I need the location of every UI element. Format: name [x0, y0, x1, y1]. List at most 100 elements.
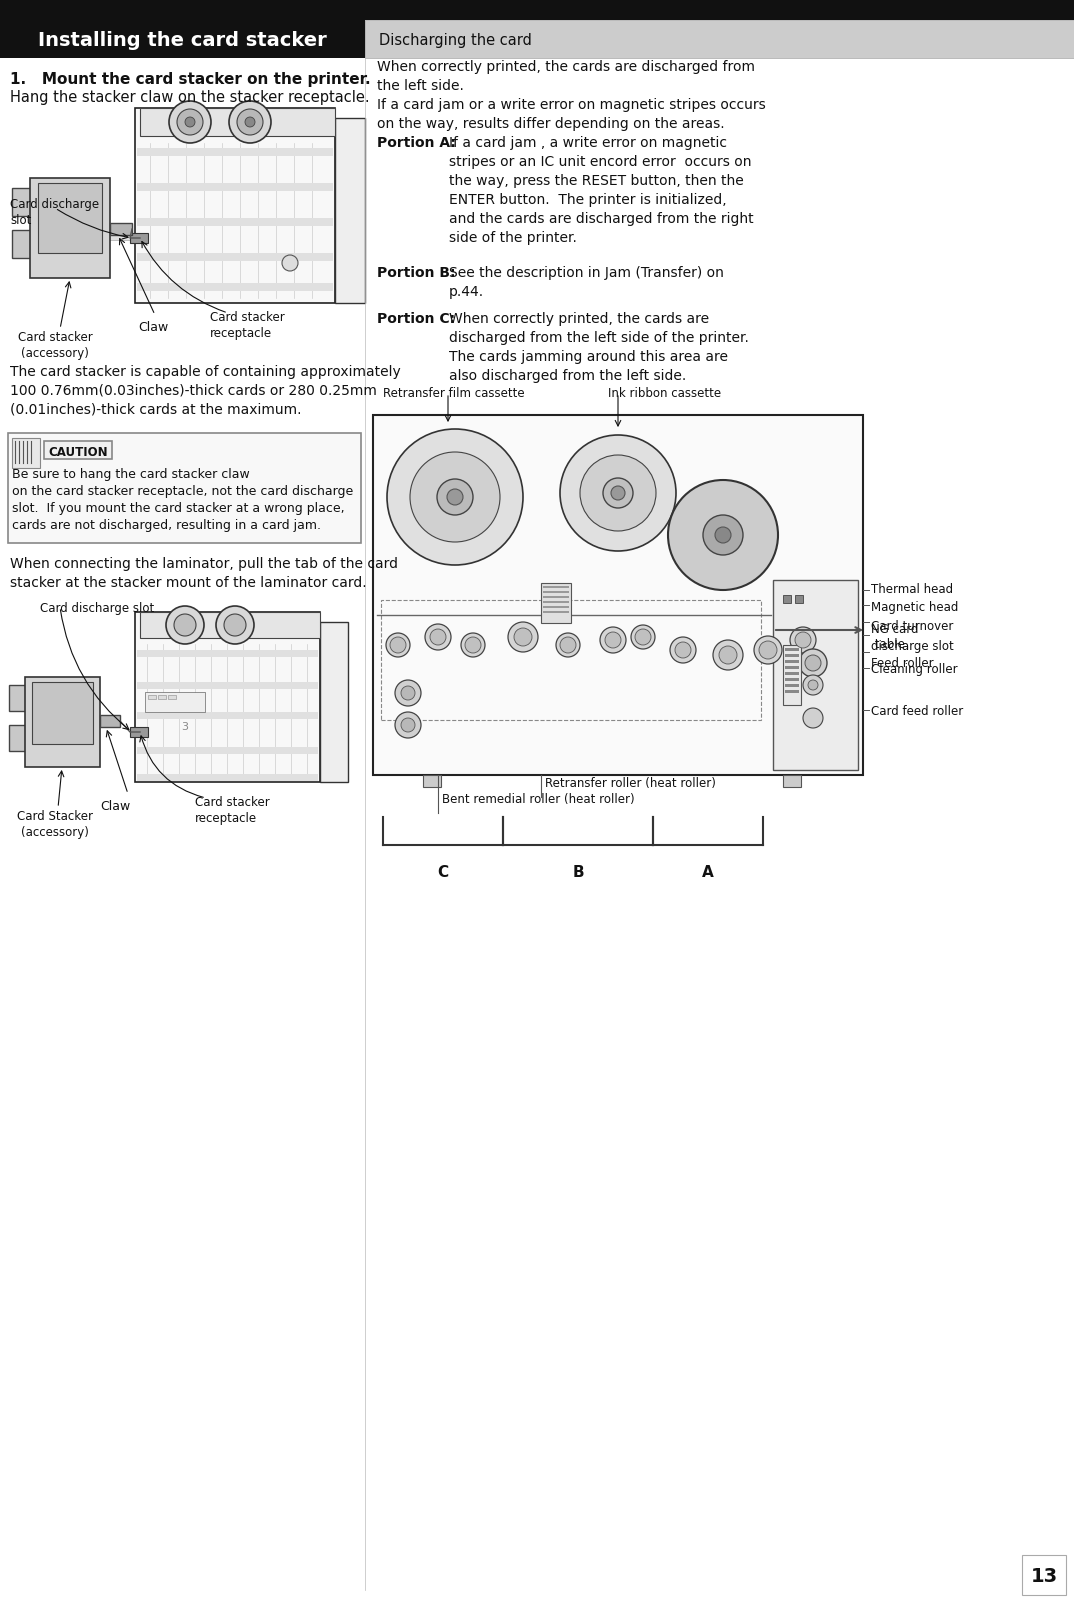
Circle shape	[401, 718, 415, 733]
Bar	[32, 682, 93, 744]
Bar	[140, 109, 335, 136]
Bar	[373, 414, 863, 774]
Bar	[168, 694, 176, 699]
Text: Portion B:: Portion B:	[377, 266, 455, 280]
Text: Card stacker
(accessory): Card stacker (accessory)	[17, 331, 92, 360]
Circle shape	[237, 109, 263, 134]
Circle shape	[635, 629, 651, 645]
Text: Retransfer film cassette: Retransfer film cassette	[383, 387, 524, 400]
Text: Installing the card stacker: Installing the card stacker	[38, 32, 326, 51]
Circle shape	[282, 254, 297, 270]
Bar	[543, 611, 569, 613]
Bar	[130, 234, 148, 243]
Text: Card feed roller: Card feed roller	[871, 706, 963, 718]
Text: 13: 13	[1030, 1568, 1058, 1587]
Bar	[137, 283, 333, 291]
Circle shape	[580, 454, 656, 531]
Circle shape	[632, 626, 655, 650]
Circle shape	[603, 478, 633, 509]
Bar	[12, 438, 40, 467]
Text: Claw: Claw	[100, 800, 130, 813]
Text: Card stacker
receptacle: Card stacker receptacle	[195, 795, 270, 826]
Bar	[785, 678, 799, 682]
Bar	[541, 582, 571, 622]
Bar	[110, 222, 132, 235]
Text: B: B	[572, 866, 584, 880]
Circle shape	[803, 675, 823, 694]
Bar	[543, 602, 569, 603]
Circle shape	[395, 712, 421, 738]
Text: Portion C:: Portion C:	[377, 312, 455, 326]
Bar	[543, 595, 569, 598]
Text: See the description in Jam (Transfer) on
p.44.: See the description in Jam (Transfer) on…	[449, 266, 724, 299]
Circle shape	[430, 629, 446, 645]
Bar	[783, 645, 801, 706]
Bar	[543, 586, 569, 587]
Text: Portion A:: Portion A:	[377, 136, 455, 150]
Bar	[222, 610, 247, 618]
Bar	[785, 659, 799, 662]
Bar	[235, 106, 263, 114]
Circle shape	[790, 627, 816, 653]
Bar	[773, 579, 858, 770]
Text: When connecting the laminator, pull the tab of the card
stacker at the stacker m: When connecting the laminator, pull the …	[10, 557, 398, 590]
Bar	[145, 691, 205, 712]
Text: When correctly printed, the cards are
discharged from the left side of the print: When correctly printed, the cards are di…	[449, 312, 749, 382]
Bar	[158, 694, 166, 699]
Circle shape	[395, 680, 421, 706]
Text: Ink ribbon cassette: Ink ribbon cassette	[608, 387, 721, 400]
Circle shape	[174, 614, 195, 635]
Text: 1.   Mount the card stacker on the printer.: 1. Mount the card stacker on the printer…	[10, 72, 371, 86]
Circle shape	[166, 606, 204, 643]
Bar	[785, 666, 799, 669]
Text: Cleaning roller: Cleaning roller	[871, 662, 958, 675]
Text: Card Stacker
(accessory): Card Stacker (accessory)	[17, 810, 93, 838]
Text: The card stacker is capable of containing approximately
100 0.76mm(0.03inches)-t: The card stacker is capable of containin…	[10, 365, 401, 418]
Bar	[137, 182, 333, 190]
Bar	[137, 218, 333, 226]
Text: Hang the stacker claw on the stacker receptacle.: Hang the stacker claw on the stacker rec…	[10, 90, 369, 106]
Bar	[785, 685, 799, 686]
Bar	[137, 712, 318, 718]
Circle shape	[799, 650, 827, 677]
Bar	[137, 747, 318, 754]
Bar	[381, 600, 761, 720]
Bar	[137, 682, 318, 690]
Circle shape	[447, 490, 463, 506]
Circle shape	[185, 117, 195, 126]
Text: Card discharge
slot: Card discharge slot	[10, 198, 99, 227]
Circle shape	[795, 632, 811, 648]
Bar	[175, 106, 203, 114]
Bar	[137, 650, 318, 658]
Bar	[9, 685, 29, 710]
Text: Bent remedial roller (heat roller): Bent remedial roller (heat roller)	[442, 794, 635, 806]
Circle shape	[719, 646, 737, 664]
Bar	[44, 442, 112, 459]
Bar	[100, 715, 120, 726]
Circle shape	[229, 101, 271, 142]
Bar	[135, 109, 335, 302]
Circle shape	[670, 637, 696, 662]
Circle shape	[169, 101, 211, 142]
Bar	[423, 774, 441, 787]
Circle shape	[386, 634, 410, 658]
Text: CAUTION: CAUTION	[48, 446, 107, 459]
Circle shape	[461, 634, 485, 658]
Circle shape	[759, 642, 777, 659]
Bar	[30, 178, 110, 278]
Text: C: C	[437, 866, 449, 880]
Bar	[9, 725, 29, 750]
Bar	[365, 19, 1074, 58]
Circle shape	[803, 707, 823, 728]
Circle shape	[600, 627, 626, 653]
Circle shape	[465, 637, 481, 653]
Bar	[172, 610, 197, 618]
Bar	[783, 595, 790, 603]
Text: If a card jam , a write error on magnetic
stripes or an IC unit encord error  oc: If a card jam , a write error on magneti…	[449, 136, 754, 245]
Bar	[148, 694, 156, 699]
Bar	[785, 648, 799, 651]
Circle shape	[668, 480, 778, 590]
Bar	[140, 611, 320, 638]
Bar	[543, 606, 569, 608]
Circle shape	[703, 515, 743, 555]
